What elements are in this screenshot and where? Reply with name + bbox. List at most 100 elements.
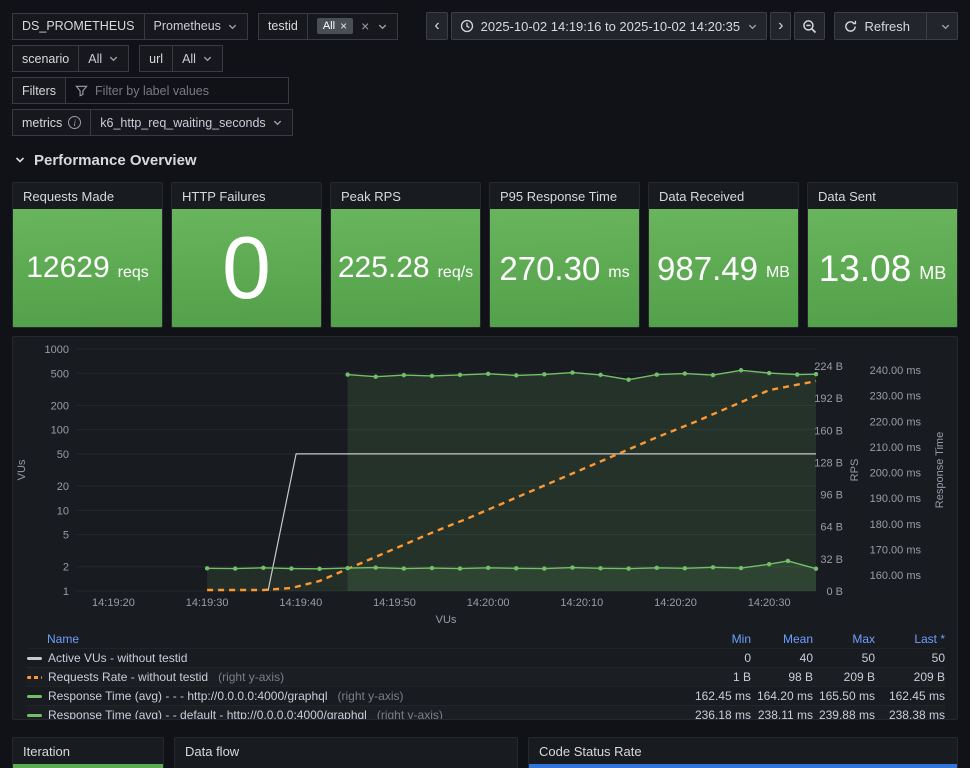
testid-select[interactable]: All × ×: [306, 12, 399, 40]
svg-text:32 B: 32 B: [820, 554, 843, 566]
stat-panel-data-received: Data Received 987.49 MB: [648, 182, 799, 328]
panel-title: Iteration: [23, 743, 70, 759]
svg-text:1000: 1000: [45, 344, 69, 356]
legend-series-toggle[interactable]: Requests Rate - without testid (right y-…: [27, 670, 689, 684]
chip-remove-icon[interactable]: ×: [340, 19, 348, 33]
svg-text:240.00 ms: 240.00 ms: [870, 365, 922, 377]
legend-series-toggle[interactable]: Response Time (avg) - - default - http:/…: [27, 708, 689, 719]
time-shift-back-button[interactable]: ‹: [426, 12, 448, 40]
legend-header-mean[interactable]: Mean: [782, 631, 813, 646]
legend-header-max[interactable]: Max: [852, 631, 875, 646]
clear-all-icon[interactable]: ×: [361, 18, 370, 34]
svg-text:14:20:30: 14:20:30: [748, 597, 791, 609]
svg-text:10: 10: [57, 505, 69, 517]
legend-header-min[interactable]: Min: [731, 631, 751, 646]
scenario-value: All: [88, 51, 103, 66]
svg-text:1: 1: [63, 586, 69, 598]
button-divider: [926, 13, 927, 39]
svg-text:200.00 ms: 200.00 ms: [870, 468, 922, 480]
data-flow-body: [175, 764, 517, 768]
magnifier-minus-icon: [803, 19, 817, 33]
svg-text:VUs: VUs: [16, 459, 28, 480]
code-status-rate-body: [529, 764, 957, 768]
stat-body: 225.28 req/s: [331, 209, 480, 327]
filters-label: Filters: [12, 77, 67, 104]
info-icon[interactable]: i: [68, 116, 82, 129]
svg-text:192 B: 192 B: [814, 393, 843, 405]
series-max: 165.50 ms: [818, 689, 875, 703]
series-mean: 164.20 ms: [756, 689, 813, 703]
svg-text:180.00 ms: 180.00 ms: [870, 519, 922, 531]
topbar-row-4: metrics i k6_http_req_waiting_seconds: [12, 109, 958, 136]
chevron-down-icon: [15, 157, 25, 163]
section-title: Performance Overview: [34, 151, 197, 169]
stat-panel-http-failures: HTTP Failures 0: [171, 182, 322, 328]
testid-label: testid: [257, 12, 308, 40]
stat-panel-p95-response-time: P95 Response Time 270.30 ms: [489, 182, 640, 328]
svg-text:50: 50: [57, 449, 69, 461]
series-last: 209 B: [913, 670, 945, 684]
legend-row-active-vus: Active VUs - without testid 0 40 50 50: [27, 648, 945, 667]
chevron-down-icon: [379, 24, 387, 29]
stats-row: Requests Made 12629 reqs HTTP Failures 0…: [12, 182, 958, 328]
adhoc-filters: Filters: [12, 77, 290, 104]
scenario-label: scenario: [12, 45, 80, 72]
funnel-icon: [75, 85, 88, 97]
series-last: 162.45 ms: [888, 689, 945, 703]
bottom-row: Iteration Data flow Code Status Rate: [12, 737, 958, 768]
timeseries-panel: 1000 500 200 100 50 20 10 5 2 1 14:19:20 14:19:30 14…: [12, 336, 958, 720]
refresh-icon: [845, 20, 857, 32]
series-max: 209 B: [843, 670, 875, 684]
legend-header-last[interactable]: Last *: [914, 631, 945, 646]
url-select[interactable]: All: [172, 45, 223, 72]
filter-input[interactable]: [95, 83, 280, 98]
svg-text:170.00 ms: 170.00 ms: [870, 544, 922, 556]
zoom-out-button[interactable]: [794, 12, 826, 40]
svg-text:190.00 ms: 190.00 ms: [870, 493, 922, 505]
panel-title: P95 Response Time: [500, 188, 618, 204]
series-last: 50: [931, 651, 945, 665]
legend-series-toggle[interactable]: Response Time (avg) - - - http://0.0.0.0…: [27, 689, 689, 703]
svg-text:100: 100: [51, 425, 69, 437]
time-range-picker[interactable]: 2025-10-02 14:19:16 to 2025-10-02 14:20:…: [450, 12, 768, 40]
svg-text:160 B: 160 B: [814, 425, 843, 437]
section-performance-overview[interactable]: Performance Overview: [14, 148, 958, 172]
url-value: All: [182, 51, 196, 66]
refresh-button[interactable]: Refresh: [835, 13, 919, 39]
refresh-button-group: Refresh: [834, 12, 958, 40]
series-name: Requests Rate - without testid: [48, 670, 209, 684]
stat-value: 12629: [26, 251, 110, 284]
refresh-label: Refresh: [864, 18, 910, 34]
svg-text:14:19:20: 14:19:20: [92, 597, 135, 609]
time-shift-forward-button[interactable]: ›: [770, 12, 792, 40]
refresh-interval-select[interactable]: [934, 13, 957, 39]
metrics-select[interactable]: k6_http_req_waiting_seconds: [90, 109, 293, 136]
chevron-left-icon: ‹: [434, 17, 440, 34]
legend-table: Name Min Mean Max Last * Active VUs - wi…: [13, 629, 957, 720]
datasource-picker: DS_PROMETHEUS Prometheus: [12, 12, 248, 40]
panel-title: Data Sent: [818, 188, 876, 204]
series-name: Response Time (avg) - - - http://0.0.0.0…: [48, 689, 328, 703]
legend-header-name[interactable]: Name: [47, 631, 80, 646]
datasource-select[interactable]: Prometheus: [143, 12, 248, 40]
timeseries-chart[interactable]: 1000 500 200 100 50 20 10 5 2 1 14:19:20 14:19:30 14…: [13, 341, 957, 629]
chevron-down-icon: [748, 24, 757, 29]
series-mean: 40: [799, 651, 813, 665]
legend-series-toggle[interactable]: Active VUs - without testid: [27, 651, 689, 665]
scenario-select[interactable]: All: [78, 45, 130, 72]
testid-chip-label: All: [322, 20, 336, 32]
stat-unit: req/s: [437, 264, 474, 281]
svg-text:128 B: 128 B: [814, 457, 843, 469]
testid-chip[interactable]: All ×: [316, 18, 354, 34]
svg-text:14:19:30: 14:19:30: [186, 597, 229, 609]
series-suffix: (right y-axis): [218, 670, 285, 684]
svg-text:224 B: 224 B: [814, 361, 843, 373]
panel-title: Requests Made: [23, 188, 115, 204]
chevron-down-icon: [273, 120, 281, 126]
panel-title: Peak RPS: [341, 188, 401, 204]
series-last: 238.38 ms: [888, 708, 945, 720]
panel-title: HTTP Failures: [182, 188, 266, 204]
metrics-label: metrics i: [12, 109, 92, 136]
svg-text:230.00 ms: 230.00 ms: [870, 391, 922, 403]
stat-value: 225.28: [337, 251, 430, 284]
